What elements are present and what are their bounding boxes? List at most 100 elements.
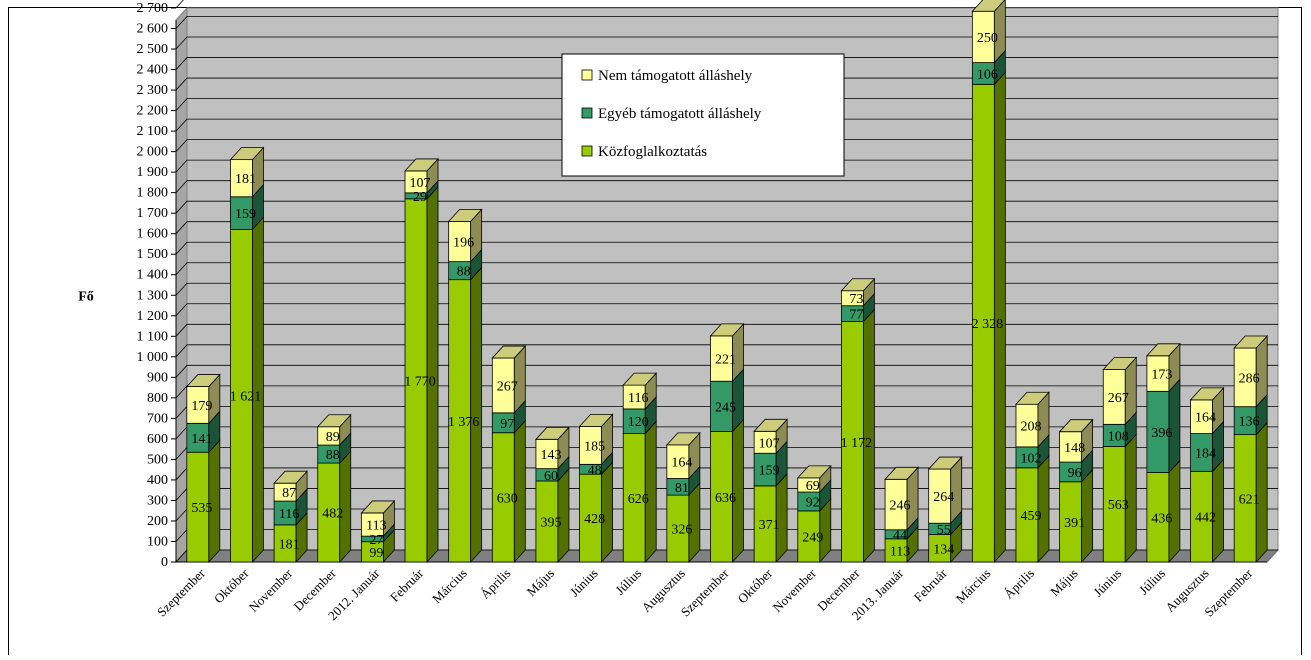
y-tick-label: 900 [147,370,168,385]
data-label: 29 [413,190,427,205]
x-tick-label: Április [1001,566,1037,602]
data-label: 264 [933,490,954,505]
x-tick-label: Július [1136,566,1168,598]
x-tick-label: Szeptember [678,565,732,619]
y-tick-label: 1 600 [137,227,169,242]
bar-top [927,456,963,470]
data-label: 143 [540,448,561,463]
data-label: 44 [893,528,907,543]
data-label: 286 [1239,371,1260,386]
data-label: 96 [1068,466,1082,481]
data-label: 77 [849,308,863,323]
data-label: 106 [977,67,998,82]
x-tick-label: Július [612,566,644,598]
data-label: 245 [715,400,736,415]
x-tick-label: Október [735,565,776,606]
data-label: 179 [191,399,212,414]
y-tick-label: 1 100 [137,329,169,344]
y-tick-label: 600 [147,432,168,447]
gridline [175,364,1278,378]
y-axis-title: Fő [78,289,94,304]
gridline [175,36,1278,50]
data-label: 181 [279,537,300,552]
data-label: 208 [1020,420,1041,435]
data-label: 89 [326,430,340,445]
y-tick-label: 400 [147,473,168,488]
data-label: 442 [1195,511,1216,526]
bar-top [316,414,352,428]
data-label: 459 [1020,509,1041,524]
data-label: 113 [366,519,386,534]
x-tick-label: Október [211,565,252,606]
bar-top [1058,419,1094,433]
gridline [175,323,1278,337]
legend-label: Egyéb támogatott álláshely [598,106,762,122]
data-label: 371 [759,518,780,533]
x-tick-label: Április [477,566,513,602]
data-label: 535 [191,501,212,516]
data-label: 395 [540,515,561,530]
data-label: 267 [1108,391,1129,406]
gridline [175,139,1278,152]
data-label: 87 [282,486,296,501]
bar-top [578,413,614,427]
gridline [175,200,1278,214]
data-label: 1 172 [841,436,873,451]
data-label: 482 [322,507,343,522]
data-label: 116 [628,391,648,406]
y-tick-label: 2 000 [137,145,169,160]
bar-top [971,0,1006,12]
bar-top [796,465,832,479]
data-label: 428 [584,512,605,527]
y-tick-label: 0 [161,555,168,570]
bar-top [404,158,439,172]
data-label: 326 [671,523,692,538]
y-tick-label: 1 400 [137,268,169,283]
data-label: 159 [759,464,780,479]
gridline [175,159,1278,173]
data-label: 621 [1239,492,1260,507]
x-tick-label: Május [523,566,557,600]
y-tick-label: 2 400 [137,63,169,78]
x-tick-label: November [769,565,819,615]
data-label: 1 770 [404,374,436,389]
data-label: 99 [369,546,383,561]
y-tick-label: 800 [147,391,168,406]
bar-top [447,208,483,222]
data-label: 636 [715,491,736,506]
data-label: 136 [1239,415,1260,430]
data-label: 159 [235,207,256,222]
gridline [175,16,1278,29]
data-label: 108 [1108,429,1129,444]
data-label: 626 [628,492,649,507]
x-tick-label: Március [953,566,994,607]
data-label: 221 [715,353,736,368]
legend-swatch [581,145,593,157]
x-tick-label: November [246,565,296,615]
data-label: 249 [802,530,823,545]
gridline [175,344,1278,358]
gridline [175,77,1278,91]
bar-top [753,418,789,432]
data-label: 1 376 [448,415,480,430]
gridline [175,221,1278,234]
data-label: 250 [977,31,998,46]
data-label: 88 [457,265,471,280]
gridline [175,262,1278,276]
gridline [175,180,1278,193]
bar-top [709,323,745,337]
data-label: 88 [326,448,340,463]
bar-top [840,278,876,292]
x-tick-label: Június [567,566,601,600]
y-tick-label: 300 [147,493,168,508]
x-tick-label: Június [1090,566,1124,600]
y-tick-label: 1 700 [137,206,169,221]
data-label: 102 [1020,451,1041,466]
x-tick-label: Május [1047,566,1081,600]
data-label: 164 [671,456,692,471]
x-tick-label: Szeptember [1201,565,1255,619]
data-label: 184 [1195,446,1216,461]
data-label: 148 [1064,441,1085,456]
bar-top [1015,391,1050,405]
